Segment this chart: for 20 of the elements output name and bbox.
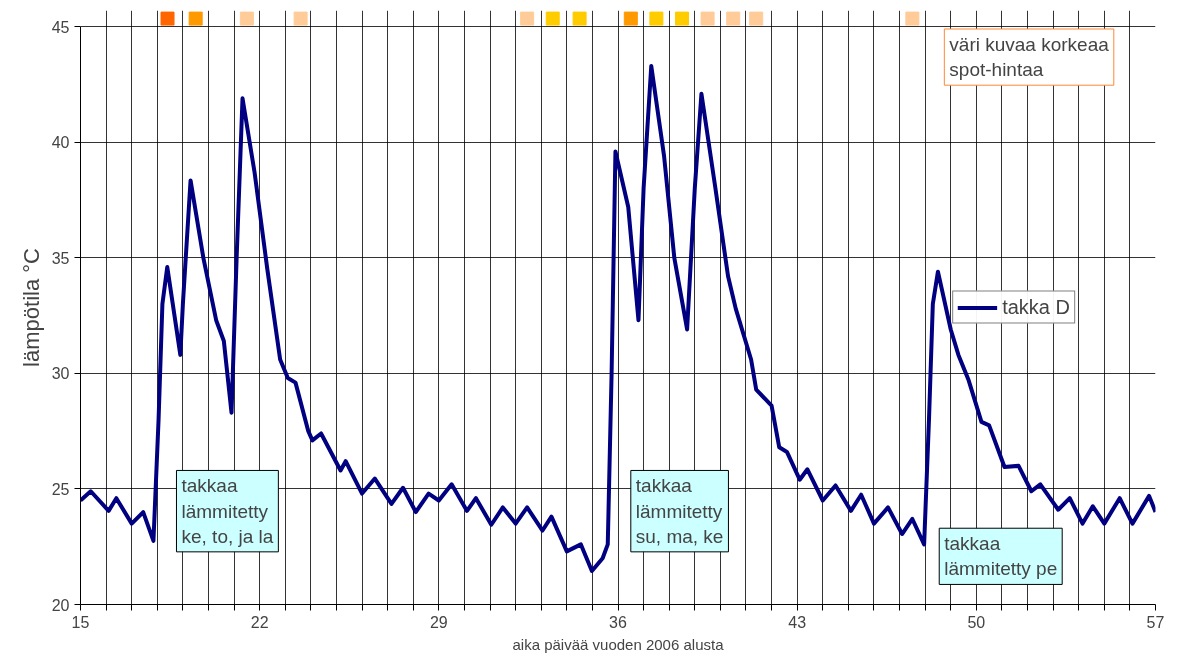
y-tick-label: 40	[51, 134, 70, 152]
x-tick-label: 43	[788, 613, 807, 631]
annotation: takkaa lämmitetty ke, to, ja la	[181, 475, 274, 547]
x-axis-title: aika päivää vuoden 2006 alusta	[512, 635, 725, 653]
annotation: takkaa lämmitetty su, ma, ke	[635, 475, 724, 547]
annotation: takkaa lämmitetty pe	[944, 533, 1058, 580]
y-axis-title: lämpötila °C	[18, 247, 44, 367]
y-tick-label: 30	[51, 365, 70, 383]
x-tick-label: 22	[250, 613, 269, 631]
x-tick-label: 29	[429, 613, 448, 631]
x-tick-label: 36	[609, 613, 627, 631]
x-tick-label: 57	[1146, 613, 1165, 631]
legend-label: takka D	[1002, 295, 1070, 319]
y-tick-label: 20	[51, 596, 70, 614]
y-tick-label: 25	[51, 480, 70, 498]
annotation: väri kuvaa korkeaa spot-hintaa	[949, 33, 1110, 81]
y-tick-label: 45	[51, 18, 70, 36]
x-tick-label: 15	[71, 613, 90, 631]
y-tick-label: 35	[51, 249, 70, 267]
x-tick-label: 50	[967, 613, 986, 631]
